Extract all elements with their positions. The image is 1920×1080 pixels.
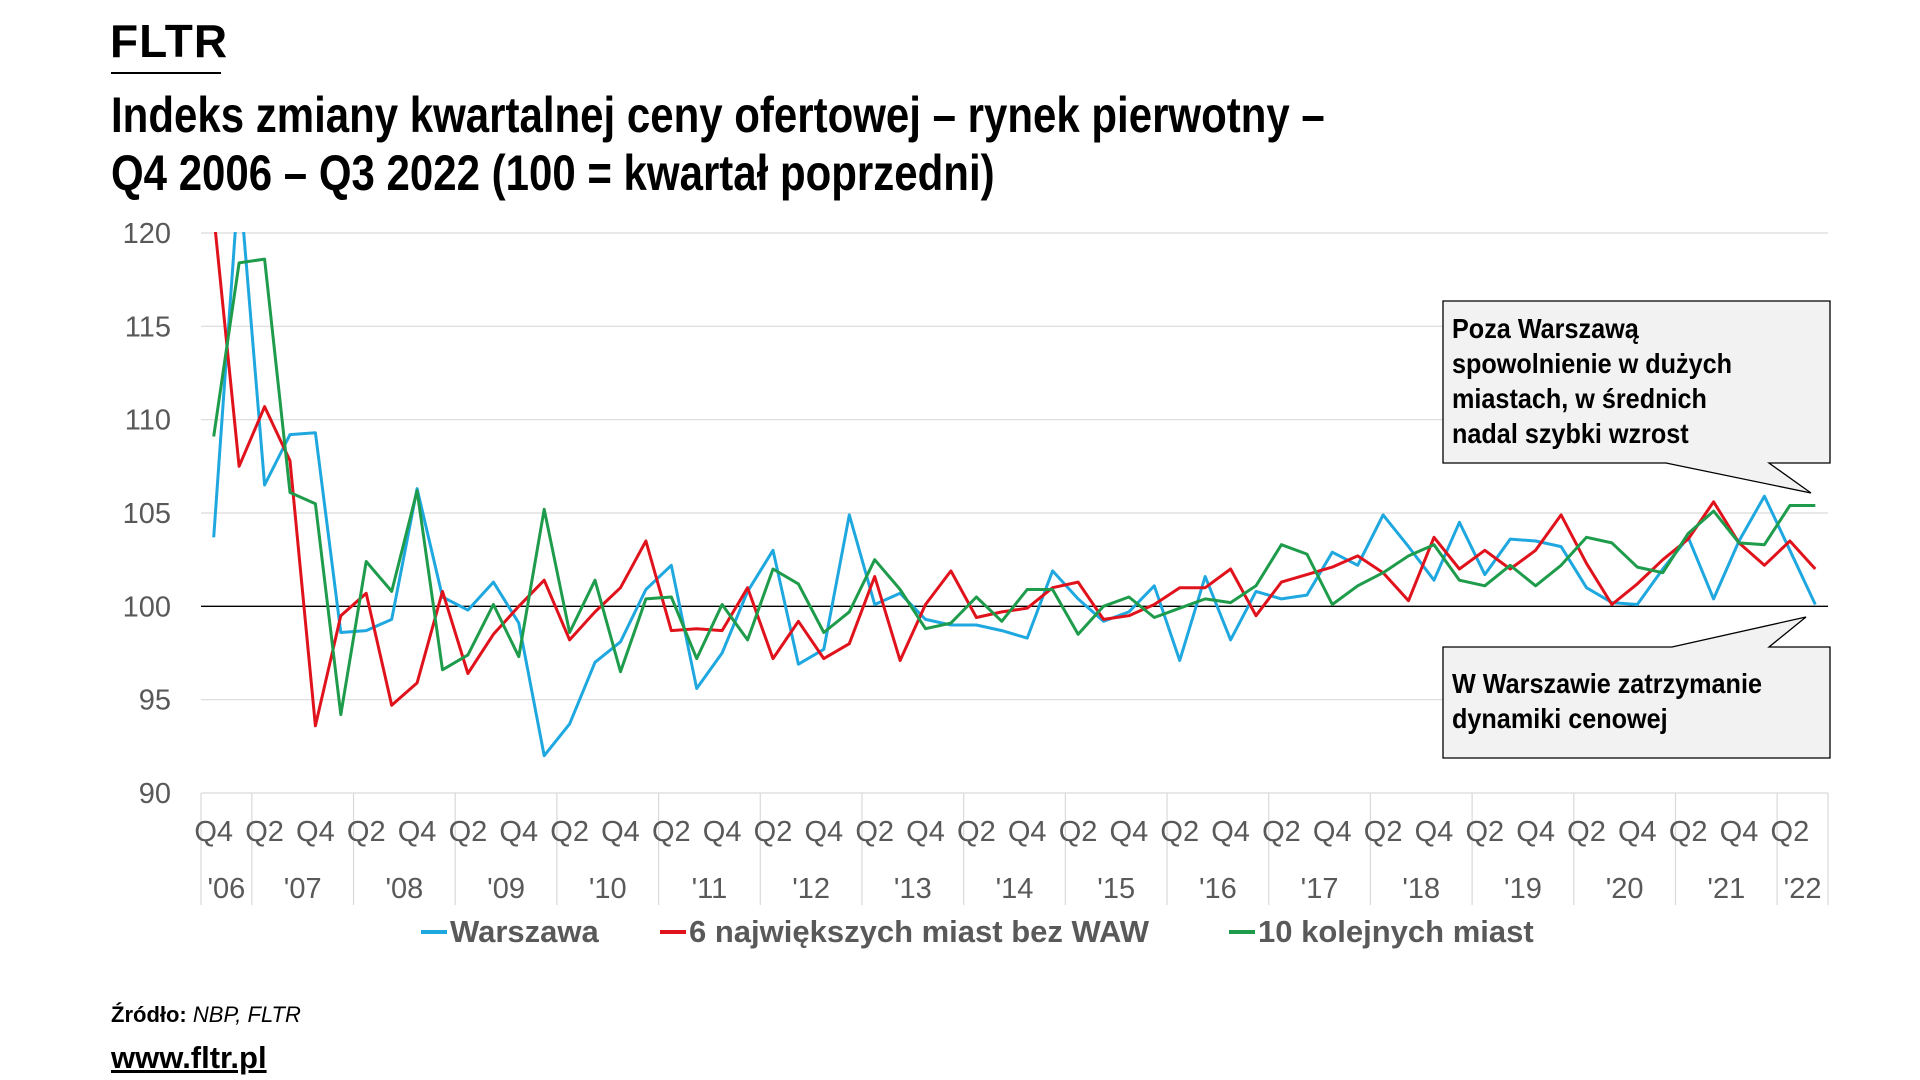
- legend-swatch-10-cities: [1229, 930, 1255, 934]
- source-value: NBP, FLTR: [192, 1002, 301, 1027]
- x-tick-quarter-label: Q4: [906, 816, 945, 848]
- x-tick-quarter-label: Q4: [1110, 816, 1149, 848]
- x-axis-ticks: Q4 Q2 Q4 Q2 Q4 Q2 Q4 Q2 Q4 Q2 Q4 Q2 Q4 Q2 Q4 Q2 Q4 Q2 Q4 Q2…: [194, 793, 1829, 905]
- x-tick-year-label: '11: [692, 873, 728, 905]
- x-tick-quarter-label: Q2: [754, 816, 793, 848]
- x-tick-year-label: '09: [487, 873, 525, 905]
- x-tick-year-label: '18: [1402, 873, 1440, 905]
- y-tick-label: 105: [123, 498, 171, 530]
- x-tick-quarter-label: Q4: [1618, 816, 1657, 848]
- x-tick-year-label: '07: [284, 873, 322, 905]
- y-tick-label: 115: [125, 311, 171, 343]
- callout-upper-line: miastach, w średnich: [1452, 383, 1707, 414]
- x-tick-year-label: '08: [385, 873, 423, 905]
- y-tick-label: 95: [139, 685, 171, 717]
- series-line-0: [212, 232, 1817, 758]
- x-tick-quarter-label: Q2: [855, 816, 894, 848]
- x-tick-quarter-label: Q2: [347, 816, 386, 848]
- x-tick-year-label: '12: [792, 873, 830, 905]
- x-tick-year-label: '15: [1097, 873, 1135, 905]
- x-tick-quarter-label: Q4: [1211, 816, 1250, 848]
- x-tick-quarter-label: Q2: [550, 816, 589, 848]
- series-lines: [212, 232, 1817, 758]
- x-tick-quarter-label: Q2: [1465, 816, 1504, 848]
- x-tick-quarter-label: Q2: [1567, 816, 1606, 848]
- x-tick-quarter-label: Q2: [1669, 816, 1708, 848]
- x-tick-quarter-label: Q4: [1720, 816, 1759, 848]
- x-tick-quarter-label: Q2: [1771, 816, 1810, 848]
- title-line-1: Indeks zmiany kwartalnej ceny ofertowej …: [111, 87, 1325, 143]
- x-tick-quarter-label: Q4: [398, 816, 437, 848]
- source-label: Źródło:: [111, 1002, 187, 1027]
- title-line-2: Q4 2006 – Q3 2022 (100 = kwartał poprzed…: [111, 145, 995, 201]
- callout-upper-line: nadal szybki wzrost: [1452, 418, 1689, 449]
- y-tick-label: 100: [123, 591, 171, 623]
- x-tick-quarter-label: Q4: [499, 816, 538, 848]
- series-line-2: [212, 257, 1816, 717]
- chart-title: Indeks zmiany kwartalnej ceny ofertowej …: [111, 86, 1325, 202]
- y-tick-label: 110: [125, 405, 171, 437]
- x-tick-quarter-label: Q4: [1415, 816, 1454, 848]
- x-tick-quarter-label: Q4: [296, 816, 335, 848]
- x-tick-year-label: '06: [208, 873, 246, 905]
- legend-label: 10 kolejnych miast: [1258, 914, 1534, 949]
- x-tick-year-label: '22: [1784, 873, 1822, 905]
- x-tick-quarter-label: Q2: [1059, 816, 1098, 848]
- x-tick-year-label: '19: [1504, 873, 1542, 905]
- logo-underline: [111, 72, 221, 74]
- x-tick-quarter-label: Q2: [1160, 816, 1199, 848]
- x-tick-quarter-label: Q4: [601, 816, 640, 848]
- x-tick-quarter-label: Q4: [804, 816, 843, 848]
- fltr-logo: FLTR: [110, 15, 229, 67]
- legend-item-10-cities: 10 kolejnych miast: [1229, 914, 1534, 950]
- callout-upper-shape: [1442, 300, 1831, 494]
- series-line-1: [213, 232, 1817, 728]
- callout-upper: Poza Warszawą spowolnienie w dużych mias…: [1452, 311, 1732, 451]
- x-tick-quarter-label: Q2: [1364, 816, 1403, 848]
- legend-label: Warszawa: [450, 914, 599, 949]
- x-tick-quarter-label: Q2: [245, 816, 284, 848]
- x-tick-year-label: '20: [1606, 873, 1644, 905]
- x-tick-year-label: '14: [996, 873, 1034, 905]
- x-tick-quarter-label: Q2: [957, 816, 996, 848]
- callout-upper-line: Poza Warszawą: [1452, 313, 1639, 344]
- legend-swatch-6-cities: [660, 930, 686, 934]
- x-tick-quarter-label: Q4: [703, 816, 742, 848]
- x-tick-quarter-label: Q4: [194, 816, 233, 848]
- x-tick-quarter-label: Q2: [449, 816, 488, 848]
- x-tick-quarter-label: Q4: [1313, 816, 1352, 848]
- x-tick-year-label: '17: [1301, 873, 1339, 905]
- callout-upper-line: spowolnienie w dużych: [1452, 348, 1733, 379]
- legend-label: 6 największych miast bez WAW: [689, 914, 1149, 949]
- callout-lower-shape: [1442, 616, 1831, 759]
- x-tick-year-label: '10: [589, 873, 627, 905]
- x-tick-quarter-label: Q4: [1516, 816, 1555, 848]
- x-tick-year-label: '13: [894, 873, 932, 905]
- website-link[interactable]: www.fltr.pl: [111, 1040, 267, 1075]
- callout-lower: W Warszawie zatrzymanie dynamiki cenowej: [1452, 666, 1762, 736]
- legend-item-warszawa: Warszawa: [421, 914, 599, 950]
- y-tick-label: 120: [123, 218, 171, 250]
- x-tick-quarter-label: Q2: [652, 816, 691, 848]
- x-tick-year-label: '21: [1707, 873, 1745, 905]
- x-tick-quarter-label: Q4: [1008, 816, 1047, 848]
- chart-legend: Warszawa 6 największych miast bez WAW 10…: [0, 914, 1920, 954]
- callout-lower-line: dynamiki cenowej: [1452, 703, 1668, 734]
- y-tick-label: 90: [139, 778, 171, 810]
- x-tick-year-label: '16: [1199, 873, 1237, 905]
- x-tick-quarter-label: Q2: [1262, 816, 1301, 848]
- source-note: Źródło: NBP, FLTR: [111, 1002, 301, 1028]
- callout-lower-line: W Warszawie zatrzymanie: [1452, 668, 1762, 699]
- legend-swatch-warszawa: [421, 930, 447, 934]
- y-axis-ticks: 90 95 100 105 110 115 120: [123, 218, 171, 810]
- legend-item-6-cities: 6 największych miast bez WAW: [660, 914, 1149, 950]
